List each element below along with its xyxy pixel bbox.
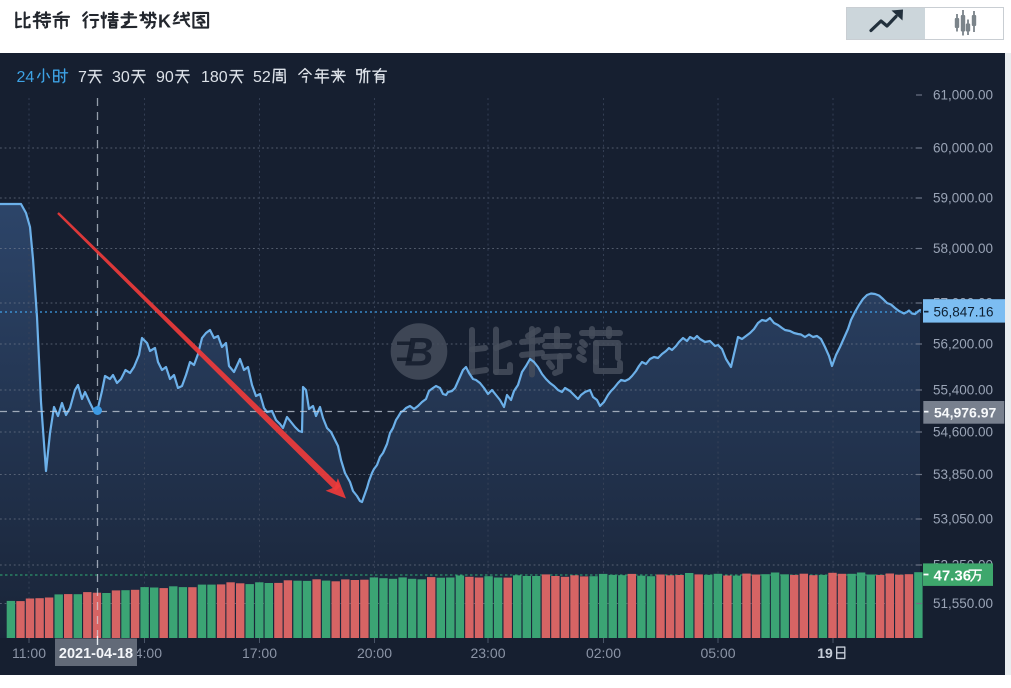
svg-text:2021-04-18: 2021-04-18 xyxy=(59,646,133,662)
svg-text:53,850.00: 53,850.00 xyxy=(933,467,993,482)
svg-text:20:00: 20:00 xyxy=(357,645,392,661)
svg-text:52: 52 xyxy=(253,69,271,86)
svg-text:90: 90 xyxy=(156,69,174,86)
svg-text:B: B xyxy=(405,331,434,375)
svg-text:55,400.00: 55,400.00 xyxy=(933,383,993,398)
svg-text:60,000.00: 60,000.00 xyxy=(933,141,993,156)
svg-text:11:00: 11:00 xyxy=(12,645,46,661)
svg-text:17:00: 17:00 xyxy=(242,645,277,661)
svg-text:47.36: 47.36 xyxy=(934,568,972,585)
svg-text:24: 24 xyxy=(17,69,35,86)
svg-text:59,000.00: 59,000.00 xyxy=(933,191,993,206)
svg-text:180: 180 xyxy=(201,69,228,86)
svg-text:23:00: 23:00 xyxy=(470,645,505,661)
svg-text:K: K xyxy=(158,12,171,32)
svg-text:51,550.00: 51,550.00 xyxy=(933,596,993,611)
svg-text:61,000.00: 61,000.00 xyxy=(933,88,993,103)
svg-text:56,847.16: 56,847.16 xyxy=(934,305,994,320)
svg-text:05:00: 05:00 xyxy=(700,645,735,661)
svg-text:54,976.97: 54,976.97 xyxy=(934,404,996,420)
svg-text:54,600.00: 54,600.00 xyxy=(933,425,993,440)
svg-text:58,000.00: 58,000.00 xyxy=(933,241,993,256)
svg-text:19: 19 xyxy=(817,645,833,661)
svg-text:02:00: 02:00 xyxy=(586,645,621,661)
svg-text:30: 30 xyxy=(112,69,130,86)
svg-text:7: 7 xyxy=(78,69,87,86)
svg-text:56,200.00: 56,200.00 xyxy=(933,337,993,352)
svg-text:53,050.00: 53,050.00 xyxy=(933,512,993,527)
